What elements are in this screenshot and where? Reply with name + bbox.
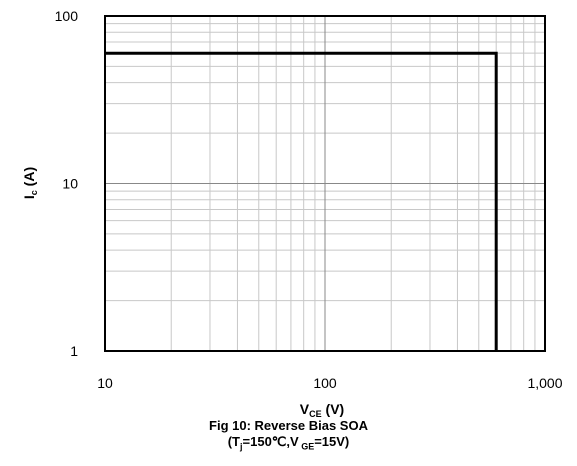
x-tick-label: 1,000 (527, 375, 562, 391)
x-axis-title: VCE (V) (300, 401, 344, 419)
y-tick-label: 100 (55, 8, 79, 24)
test-conditions: (Tj=150℃,V GE=15V) (227, 434, 350, 452)
x-tick-labels: 10 100 1,000 (97, 375, 563, 391)
soa-boundary-line (105, 51, 498, 351)
y-tick-label: 10 (62, 176, 78, 192)
series-layer (105, 51, 498, 351)
x-tick-label: 10 (97, 375, 113, 391)
figure-caption: Fig 10: Reverse Bias SOA (209, 418, 368, 433)
y-tick-labels: 1 10 100 (55, 8, 79, 359)
x-tick-label: 100 (313, 375, 337, 391)
y-tick-label: 1 (70, 343, 78, 359)
plot-frame (104, 15, 546, 352)
y-axis-title: Ic (A) (21, 167, 39, 199)
